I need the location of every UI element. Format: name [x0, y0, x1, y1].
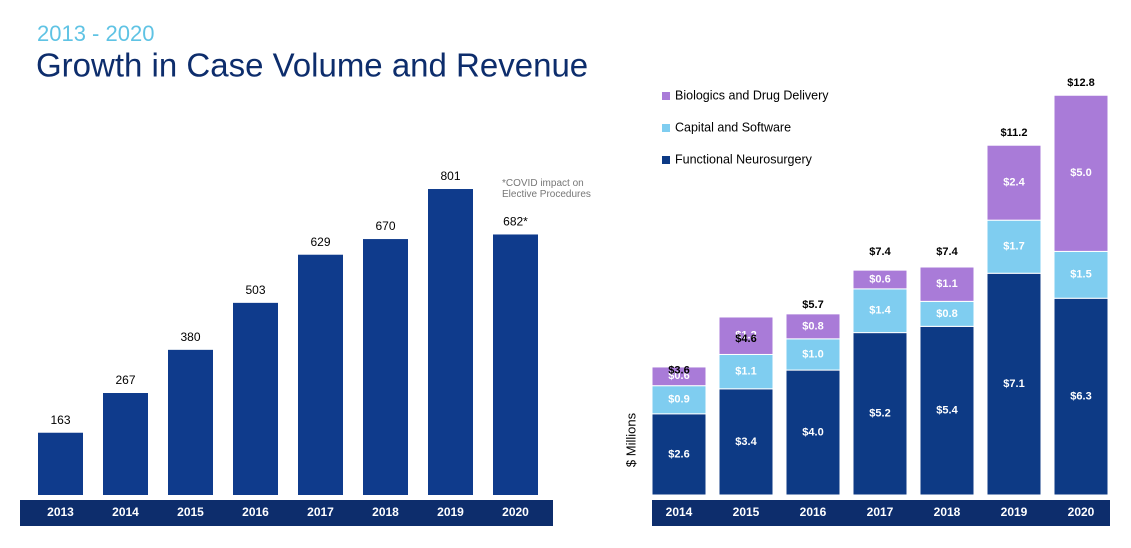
bar	[233, 302, 278, 495]
x-tick-label: 2015	[733, 505, 760, 519]
bar	[493, 234, 538, 495]
bar	[103, 393, 148, 495]
total-label: $12.8	[1067, 77, 1095, 89]
bar-segment	[1053, 250, 1109, 299]
value-label: $1.4	[869, 305, 891, 317]
value-label: $1.1	[735, 366, 756, 378]
x-tick-label: 2020	[502, 505, 529, 519]
value-label: $1.2	[735, 330, 756, 342]
bar-segment	[986, 144, 1042, 221]
x-tick-label: 2014	[666, 505, 693, 519]
value-label: $6.3	[1070, 391, 1091, 403]
bar-segment	[919, 300, 975, 327]
value-label: $2.6	[668, 448, 689, 460]
value-label: 380	[180, 330, 200, 344]
bar	[38, 432, 83, 495]
legend-label: Capital and Software	[675, 120, 791, 134]
x-tick-label: 2019	[1001, 505, 1028, 519]
value-label: $5.4	[936, 405, 958, 417]
bar-segment	[852, 332, 908, 496]
value-label: 163	[50, 413, 70, 427]
category-strip	[20, 500, 553, 526]
total-label: $7.4	[936, 246, 958, 258]
value-label: 629	[310, 235, 330, 249]
value-label: $3.4	[735, 436, 757, 448]
value-label: $5.0	[1070, 167, 1091, 179]
value-label: $1.5	[1070, 269, 1091, 281]
total-label: $11.2	[1001, 127, 1028, 139]
value-label: $1.7	[1003, 241, 1024, 253]
value-label: $0.8	[802, 320, 823, 332]
bar-segment	[651, 366, 707, 387]
bar-segment	[986, 272, 1042, 496]
x-tick-label: 2016	[242, 505, 269, 519]
bar-segment	[919, 325, 975, 496]
legend-label: Biologics and Drug Delivery	[675, 88, 829, 102]
category-strip	[652, 500, 1110, 526]
legend-label: Functional Neurosurgery	[675, 152, 813, 166]
annotation: *COVID impact on Elective Procedures	[502, 178, 591, 200]
bar-segment	[919, 266, 975, 302]
x-tick-label: 2017	[307, 505, 334, 519]
bar-segment	[785, 313, 841, 340]
subtitle: 2013 - 2020	[37, 21, 154, 46]
value-label: 682*	[503, 215, 528, 229]
x-tick-label: 2013	[47, 505, 74, 519]
bar-segment	[785, 369, 841, 496]
value-label: $1.1	[936, 278, 957, 290]
bar-segment	[852, 269, 908, 290]
x-tick-label: 2020	[1068, 505, 1095, 519]
x-tick-label: 2019	[437, 505, 464, 519]
bar	[428, 189, 473, 495]
total-label: $7.4	[869, 246, 891, 258]
bar	[168, 349, 213, 495]
bar-segment	[718, 316, 774, 355]
x-tick-label: 2018	[372, 505, 399, 519]
value-label: $4.0	[802, 426, 823, 438]
title: Growth in Case Volume and Revenue	[36, 47, 588, 84]
value-label: $0.6	[668, 370, 689, 382]
value-label: $7.1	[1003, 378, 1024, 390]
bar	[363, 239, 408, 495]
value-label: $2.4	[1003, 177, 1025, 189]
x-tick-label: 2016	[800, 505, 827, 519]
x-tick-label: 2015	[177, 505, 204, 519]
value-label: 670	[375, 219, 395, 233]
legend-swatch	[662, 124, 670, 132]
value-label: 503	[245, 283, 265, 297]
bar-segment	[651, 413, 707, 496]
bar-segment	[1053, 94, 1109, 252]
total-label: $4.6	[735, 333, 756, 345]
value-label: $0.9	[668, 394, 689, 406]
value-label: $0.8	[936, 308, 957, 320]
y-axis-label: $ Millions	[623, 412, 638, 467]
bar-segment	[1053, 297, 1109, 496]
total-label: $5.7	[802, 299, 823, 311]
value-label: 267	[115, 373, 135, 387]
x-tick-label: 2014	[112, 505, 139, 519]
bar	[298, 254, 343, 495]
bar-segment	[785, 338, 841, 371]
legend-swatch	[662, 156, 670, 164]
total-label: $3.6	[668, 364, 689, 376]
legend-swatch	[662, 92, 670, 100]
x-tick-label: 2018	[934, 505, 961, 519]
value-label: $0.6	[869, 273, 890, 285]
value-label: 801	[440, 169, 460, 183]
x-tick-label: 2017	[867, 505, 894, 519]
value-label: $1.0	[802, 348, 823, 360]
value-label: $5.2	[869, 408, 890, 420]
